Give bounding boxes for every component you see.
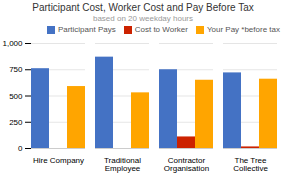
html-text:based on 20 weekday hours: based on 20 weekday hours [93, 14, 193, 23]
html-text:Participant Pays: Participant Pays [57, 25, 116, 34]
html-text:Your Pay *before tax: Your Pay *before tax [206, 25, 280, 34]
svg-text:500: 500 [9, 92, 23, 101]
html-text:Cost to Worker: Cost to Worker [134, 25, 188, 34]
svg-text:250: 250 [9, 118, 23, 127]
svg-text:0: 0 [18, 144, 23, 153]
svg-text:ContractorOrganisation: ContractorOrganisation [164, 156, 209, 173]
svg-text:TraditionalEmployee: TraditionalEmployee [104, 156, 141, 173]
svg-text:750: 750 [9, 65, 23, 74]
svg-text:The TreeCollective: The TreeCollective [233, 156, 268, 173]
svg-text:1,000: 1,000 [2, 39, 23, 48]
html-text:Participant Cost, Worker Cost: Participant Cost, Worker Cost and Pay Be… [32, 2, 254, 13]
svg-text:Hire Company: Hire Company [33, 156, 84, 165]
